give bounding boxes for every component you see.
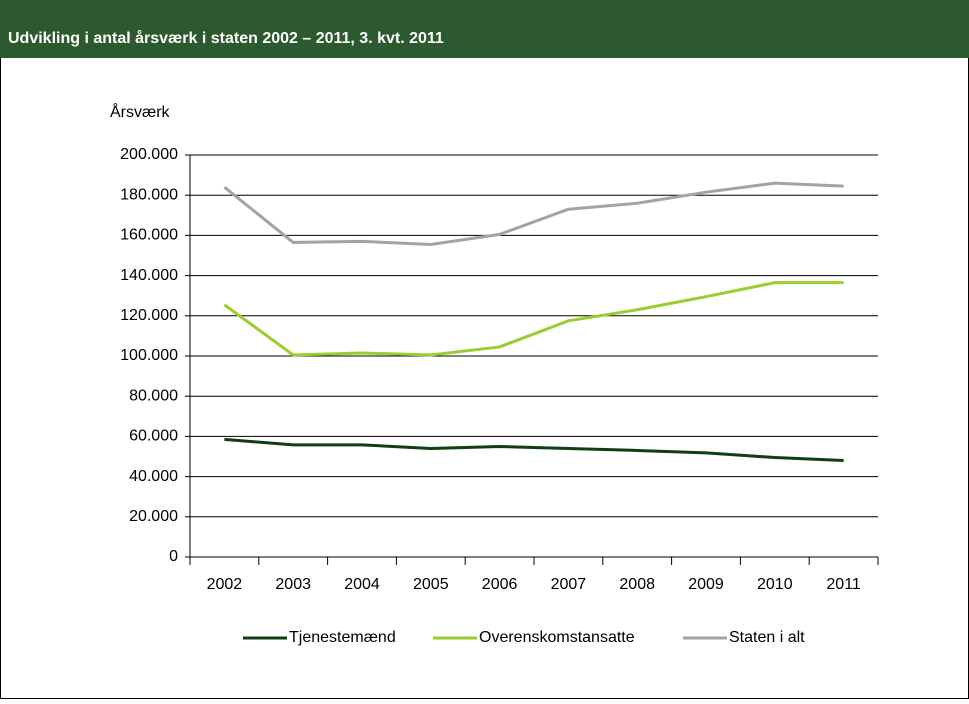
x-tick-label: 2005 bbox=[413, 576, 449, 593]
x-tick-label: 2009 bbox=[688, 576, 724, 593]
legend-label: Staten i alt bbox=[729, 629, 805, 646]
y-tick-label: 0 bbox=[169, 548, 178, 565]
series-line bbox=[223, 181, 844, 246]
x-tick-label: 2002 bbox=[207, 576, 243, 593]
x-tick-label: 2004 bbox=[344, 576, 380, 593]
y-tick-label: 80.000 bbox=[129, 387, 178, 404]
y-tick-label: 100.000 bbox=[120, 347, 178, 364]
x-tick-label: 2006 bbox=[482, 576, 518, 593]
legend-label: Overenskomstansatte bbox=[479, 629, 635, 646]
chart-title: Udvikling i antal årsværk i staten 2002 … bbox=[8, 29, 444, 47]
y-tick-label: 200.000 bbox=[120, 146, 178, 163]
x-tick-label: 2011 bbox=[826, 576, 861, 593]
legend-label: Tjenestemænd bbox=[289, 629, 396, 646]
x-tick-label: 2010 bbox=[757, 576, 793, 593]
y-tick-label: 120.000 bbox=[120, 307, 178, 324]
y-tick-label: 180.000 bbox=[120, 186, 178, 203]
series-line bbox=[223, 281, 844, 357]
series-line bbox=[224, 437, 844, 463]
y-tick-label: 160.000 bbox=[120, 227, 178, 244]
x-tick-label: 2007 bbox=[551, 576, 587, 593]
y-tick-label: 60.000 bbox=[129, 428, 178, 445]
y-axis-label: Årsværk bbox=[110, 102, 171, 121]
y-tick-label: 20.000 bbox=[129, 508, 178, 525]
x-tick-label: 2003 bbox=[275, 576, 311, 593]
y-tick-label: 140.000 bbox=[120, 267, 178, 284]
y-tick-label: 40.000 bbox=[129, 468, 178, 485]
x-tick-label: 2008 bbox=[619, 576, 655, 593]
header-bar bbox=[0, 0, 969, 58]
